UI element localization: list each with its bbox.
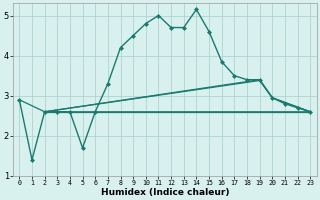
- X-axis label: Humidex (Indice chaleur): Humidex (Indice chaleur): [100, 188, 229, 197]
